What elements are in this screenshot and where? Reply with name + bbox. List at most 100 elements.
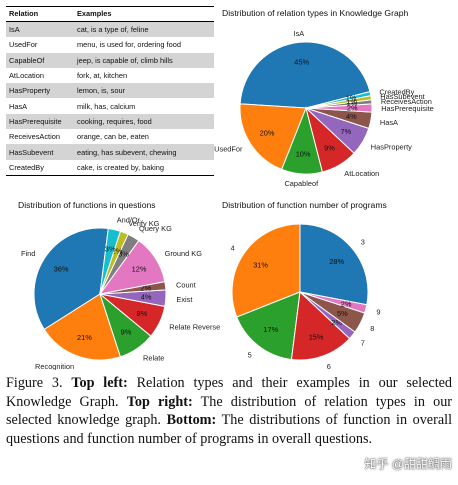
function-pie-title: Distribution of functions in questions — [18, 200, 156, 210]
relation-table: Relation Examples IsA cat, is a type of, … — [6, 6, 214, 176]
pie-percent-label: 31% — [253, 261, 268, 270]
caption-bottom-label: Bottom: — [166, 412, 217, 429]
relation-pie-title: Distribution of relation types in Knowle… — [222, 8, 409, 18]
pie-percent-label: 12% — [132, 265, 147, 274]
caption-top-left-label: Top left: — [71, 375, 128, 391]
pie-category-label: IsA — [294, 29, 305, 38]
pie-category-label: 7 — [361, 338, 365, 347]
pie-percent-label: 20% — [260, 128, 275, 137]
table-row: UsedFor menu, is used for, ordering food — [6, 37, 214, 52]
pie-percent-label: 3% — [105, 244, 116, 253]
pie-category-label: ReceivesAction — [381, 97, 432, 106]
example-cell: cake, is created by, baking — [74, 159, 214, 176]
pie-category-label: AtLocation — [344, 169, 379, 178]
example-cell: orange, can be, eaten — [77, 132, 149, 142]
pie-percent-label: 2% — [331, 318, 342, 327]
pie-percent-label: 21% — [77, 333, 92, 342]
watermark-text: 知乎 @甜甜鲷雨 — [364, 457, 452, 471]
pie-slice-find — [33, 227, 109, 331]
pie-percent-label: 28% — [329, 257, 344, 266]
relation-column-header: Relation — [6, 6, 74, 22]
pie-category-label: 3 — [361, 238, 365, 247]
pie-percent-label: 2% — [341, 299, 352, 308]
relation-table-header-row: Relation Examples — [6, 6, 214, 22]
pie-percent-label: 7% — [340, 127, 351, 136]
pie-category-label: UsedFor — [214, 144, 243, 153]
table-row: AtLocation fork, at, kitchen — [6, 68, 214, 83]
table-row: ReceivesAction orange, can be, eaten — [6, 129, 214, 144]
pie-category-label: 4 — [231, 244, 235, 253]
pie-slice-9 — [299, 291, 368, 314]
pie-percent-label: 4% — [346, 112, 357, 121]
relation-cell: CreatedBy — [6, 159, 74, 176]
caption-top-left-text: Relation types and their examples in our… — [6, 375, 453, 410]
relation-cell: HasSubevent — [6, 144, 74, 160]
example-cell: lemon, is, sour — [74, 83, 214, 99]
relation-pie-chart: 45% IsA 20% UsedFor 10% Capableof 9% AtLocation… — [214, 29, 434, 188]
pie-category-label: Capableof — [284, 179, 319, 188]
pie-category-label: Relate — [143, 353, 164, 362]
relation-cell: HasA — [9, 101, 28, 111]
example-cell: jeep, is capable of, climb hills — [74, 52, 214, 68]
function-pie-chart: 36% Find 21% Recognition 9% Relate 8% Relate Re… — [21, 215, 220, 370]
pie-percent-label: 45% — [294, 58, 309, 67]
pie-category-label: Relate Reverse — [169, 323, 220, 332]
pie-category-label: 8 — [370, 324, 374, 333]
pie-category-label: Find — [21, 249, 35, 258]
pie-percent-label: 1% — [346, 96, 357, 105]
pie-percent-label: 15% — [309, 332, 324, 341]
caption-top-right-label: Top right: — [126, 393, 193, 410]
table-row: HasSubevent eating, has subevent, chewing — [6, 144, 214, 160]
relation-cell: AtLocation — [9, 71, 44, 81]
pie-slice-3 — [299, 223, 369, 306]
pie-category-label: 6 — [327, 362, 331, 370]
table-row: CreatedBy cake, is created by, baking — [6, 159, 214, 176]
table-row: HasProperty lemon, is, sour — [6, 83, 214, 99]
pie-slice-createdby — [305, 90, 372, 109]
pie-percent-label: 3% — [118, 250, 129, 259]
pie-percent-label: 10% — [296, 150, 311, 159]
table-row: CapableOf jeep, is capable of, climb hill… — [6, 52, 214, 68]
relation-cell: HasProperty — [6, 83, 74, 99]
program-pie-chart: 28% 3 31% 4 17% 5 15% 6 2% 7 5% 8 2% 9 — [231, 223, 381, 370]
examples-column-header: Examples — [74, 6, 214, 22]
pie-slice-6 — [290, 290, 351, 361]
pie-percent-label: 1% — [346, 93, 357, 102]
pie-percent-label: 36% — [54, 265, 69, 274]
caption-bottom-text: The distributions of function in overall… — [6, 412, 453, 447]
relation-cell: IsA — [6, 21, 74, 38]
example-cell: menu, is used for, ordering food — [77, 40, 181, 50]
pie-category-label: Exist — [176, 295, 192, 304]
relation-table-grid: Relation Examples IsA cat, is a type of, … — [6, 6, 214, 176]
example-cell: cat, is a type of, feline — [74, 21, 214, 38]
pie-category-label: Query KG — [139, 224, 172, 233]
example-cell: milk, has, calcium — [77, 101, 136, 111]
pie-category-label: Ground KG — [165, 249, 203, 258]
pie-category-label: Verify KG — [128, 219, 159, 228]
table-row: IsA cat, is a type of, feline — [6, 21, 214, 38]
pie-slice-isa — [239, 41, 371, 109]
program-pie-title: Distribution of function number of progr… — [222, 200, 387, 210]
pie-slice-usedfor — [239, 103, 307, 171]
pie-percent-label: 1% — [347, 99, 358, 108]
relation-cell: ReceivesAction — [9, 132, 60, 142]
caption-top-right-text: The distribution of relation types in ou… — [6, 393, 453, 429]
relation-cell: HasPrerequisite — [6, 113, 74, 130]
pie-category-label: And/Or — [117, 215, 141, 224]
pie-category-label: 5 — [248, 350, 252, 359]
pie-percent-label: 2% — [347, 104, 358, 113]
pie-category-label: Recognition — [35, 362, 74, 370]
relation-cell: CapableOf — [6, 52, 74, 68]
pie-percent-label: 2% — [140, 284, 151, 293]
pie-category-label: 9 — [376, 308, 380, 317]
pie-category-label: CreatedBy — [379, 88, 414, 97]
pie-slice-4 — [231, 223, 301, 318]
example-cell: eating, has subevent, chewing — [74, 144, 214, 160]
pie-category-label: HasSubevent — [380, 92, 424, 101]
caption-figure-label: Figure 3. — [6, 375, 63, 391]
pie-category-label: HasPrerequisite — [381, 104, 434, 113]
pie-category-label: Count — [176, 280, 196, 289]
example-cell: cooking, requires, food — [74, 113, 214, 130]
pie-percent-label: 9% — [121, 328, 132, 337]
pie-slice-recognition — [43, 293, 122, 361]
